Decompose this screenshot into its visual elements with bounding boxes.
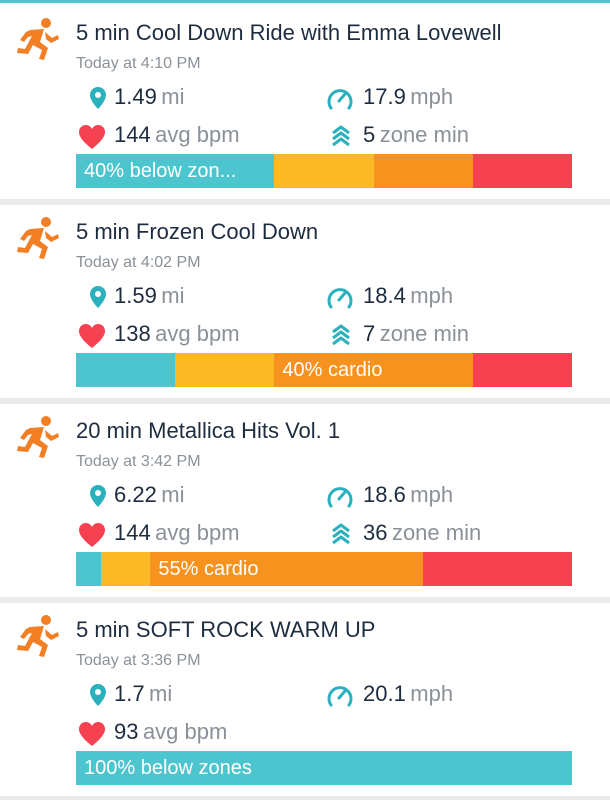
speed-icon xyxy=(326,285,354,316)
zone-bar: 40% below zon... xyxy=(76,154,572,188)
zone-segment xyxy=(76,154,275,188)
distance: 1.7 mi xyxy=(114,681,172,707)
zone-segment xyxy=(274,154,374,188)
speed-value: 18.4 xyxy=(363,283,406,308)
zone-segment xyxy=(76,751,572,785)
activity-time: Today at 4:02 PM xyxy=(76,254,201,271)
heart-rate-value: 138 xyxy=(114,321,151,346)
heart-rate-icon xyxy=(78,522,106,553)
zone-segment xyxy=(76,353,176,387)
top-divider xyxy=(0,0,610,3)
distance-value: 6.22 xyxy=(114,482,157,507)
heart-rate-value: 93 xyxy=(114,719,139,744)
speed-unit: mph xyxy=(410,283,454,308)
heart-rate: 93 avg bpm xyxy=(114,719,227,745)
zone-minutes-icon xyxy=(330,522,352,551)
zone-segment xyxy=(472,154,572,188)
activity-title: 5 min Cool Down Ride with Emma Lovewell xyxy=(76,20,502,45)
distance-icon xyxy=(89,683,107,712)
distance-unit: mi xyxy=(161,482,185,507)
heart-rate-unit: avg bpm xyxy=(155,122,240,147)
zone-segment xyxy=(274,353,473,387)
zone-label: 55% cardio xyxy=(158,558,259,580)
zone-minutes: 7 zone min xyxy=(363,321,469,347)
speed: 17.9 mph xyxy=(363,84,453,110)
zone-minutes-unit: zone min xyxy=(391,520,482,545)
activity-icon xyxy=(14,613,60,664)
zone-minutes-icon xyxy=(330,323,352,352)
zone-minutes-icon xyxy=(330,124,352,153)
activity-card[interactable]: 20 min Metallica Hits Vol. 1 Today at 3:4… xyxy=(0,404,610,597)
heart-rate: 144 avg bpm xyxy=(114,520,240,546)
zone-minutes: 36 zone min xyxy=(363,520,481,546)
distance-icon xyxy=(89,285,107,314)
distance: 6.22 mi xyxy=(114,482,185,508)
zone-segment xyxy=(373,154,473,188)
heart-rate-unit: avg bpm xyxy=(142,719,228,744)
heart-rate-unit: avg bpm xyxy=(155,321,240,346)
distance-icon xyxy=(89,86,107,115)
activity-card[interactable]: 5 min Frozen Cool Down Today at 4:02 PM 1.… xyxy=(0,205,610,398)
activity-title: 5 min SOFT ROCK WARM UP xyxy=(76,617,376,642)
heart-rate: 144 avg bpm xyxy=(114,122,240,148)
heart-rate-icon xyxy=(78,124,106,155)
distance: 1.49 mi xyxy=(114,84,185,110)
zone-label: 40% cardio xyxy=(282,359,383,381)
speed-icon xyxy=(326,484,354,515)
distance-value: 1.59 xyxy=(114,283,157,308)
zone-segment xyxy=(175,353,275,387)
zone-minutes-value: 36 xyxy=(363,520,388,545)
speed: 18.4 mph xyxy=(363,283,453,309)
activity-icon xyxy=(14,16,60,67)
speed: 20.1 mph xyxy=(363,681,453,707)
distance: 1.59 mi xyxy=(114,283,185,309)
activity-icon xyxy=(14,215,60,266)
zone-minutes-unit: zone min xyxy=(379,321,469,346)
zone-label: 40% below zon... xyxy=(84,160,237,182)
heart-rate-icon xyxy=(78,323,106,354)
speed-icon xyxy=(326,683,354,714)
zone-minutes-value: 5 xyxy=(363,122,376,147)
speed-unit: mph xyxy=(410,84,454,109)
speed-unit: mph xyxy=(410,482,454,507)
activity-time: Today at 3:42 PM xyxy=(76,453,201,470)
zone-segment xyxy=(150,552,424,586)
activity-card[interactable]: 5 min Cool Down Ride with Emma Lovewell T… xyxy=(0,3,610,199)
speed-value: 18.6 xyxy=(363,482,406,507)
zone-bar: 55% cardio xyxy=(76,552,572,586)
distance-value: 1.49 xyxy=(114,84,157,109)
activity-icon xyxy=(14,414,60,465)
distance-unit: mi xyxy=(149,681,173,706)
activity-title: 20 min Metallica Hits Vol. 1 xyxy=(76,418,341,443)
zone-label: 100% below zones xyxy=(84,757,252,779)
heart-rate-value: 144 xyxy=(114,520,151,545)
heart-rate-icon xyxy=(78,721,106,752)
zone-bar: 100% below zones xyxy=(76,751,572,785)
distance-value: 1.7 xyxy=(114,681,145,706)
distance-icon xyxy=(89,484,107,513)
distance-unit: mi xyxy=(161,283,185,308)
speed-unit: mph xyxy=(410,681,454,706)
zone-segment xyxy=(100,552,151,586)
activity-card[interactable]: 5 min SOFT ROCK WARM UP Today at 3:36 PM 1… xyxy=(0,603,610,796)
zone-segment xyxy=(472,353,572,387)
speed-value: 17.9 xyxy=(363,84,406,109)
zone-segment xyxy=(76,552,101,586)
zone-segment xyxy=(423,552,572,586)
speed-value: 20.1 xyxy=(363,681,406,706)
activity-time: Today at 3:36 PM xyxy=(76,652,201,669)
speed-icon xyxy=(326,86,354,117)
heart-rate: 138 avg bpm xyxy=(114,321,240,347)
zone-minutes-value: 7 xyxy=(363,321,376,346)
zone-bar: 40% cardio xyxy=(76,353,572,387)
activity-time: Today at 4:10 PM xyxy=(76,55,201,72)
zone-minutes-unit: zone min xyxy=(379,122,469,147)
zone-minutes: 5 zone min xyxy=(363,122,469,148)
activity-title: 5 min Frozen Cool Down xyxy=(76,219,319,244)
distance-unit: mi xyxy=(161,84,185,109)
heart-rate-unit: avg bpm xyxy=(155,520,240,545)
heart-rate-value: 144 xyxy=(114,122,151,147)
speed: 18.6 mph xyxy=(363,482,453,508)
